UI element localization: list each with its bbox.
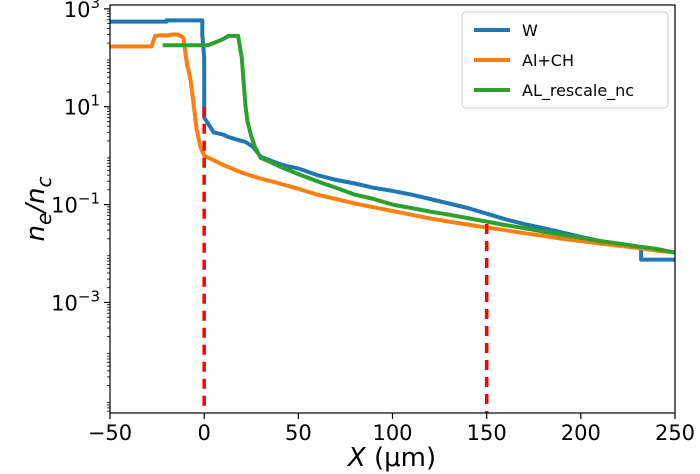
legend-label-0: W bbox=[522, 21, 538, 40]
series-line-1 bbox=[110, 32, 675, 255]
y-tick-label-3: 10−3 bbox=[51, 287, 100, 315]
x-tick-label-0: −50 bbox=[88, 421, 132, 445]
legend: W Al+CH AL_rescale_nc bbox=[461, 11, 669, 109]
series-layer bbox=[110, 18, 675, 262]
x-tick-label-6: 250 bbox=[655, 421, 695, 445]
x-tick-label-3: 100 bbox=[372, 421, 412, 445]
legend-box bbox=[461, 11, 669, 109]
y-tick-label-0: 103 bbox=[64, 0, 100, 22]
x-axis-label: X (μm) bbox=[346, 443, 436, 473]
y-axis-label: ne​/nc​ bbox=[21, 176, 56, 241]
x-tick-label-1: 0 bbox=[197, 421, 210, 445]
legend-label-2: AL_rescale_nc bbox=[522, 81, 634, 101]
x-tick-label-5: 200 bbox=[561, 421, 601, 445]
series-line-2 bbox=[162, 33, 675, 255]
tick-layer: −50 0 50 100 150 200 250 103 101 10−1 10−3 bbox=[51, 0, 695, 445]
x-tick-label-2: 50 bbox=[285, 421, 312, 445]
series-line-0 bbox=[110, 18, 675, 262]
y-tick-label-1: 101 bbox=[64, 92, 100, 120]
legend-label-1: Al+CH bbox=[522, 51, 574, 70]
x-tick-label-4: 150 bbox=[467, 421, 507, 445]
y-tick-label-2: 10−1 bbox=[51, 190, 100, 218]
annotation-layer bbox=[202, 106, 489, 413]
